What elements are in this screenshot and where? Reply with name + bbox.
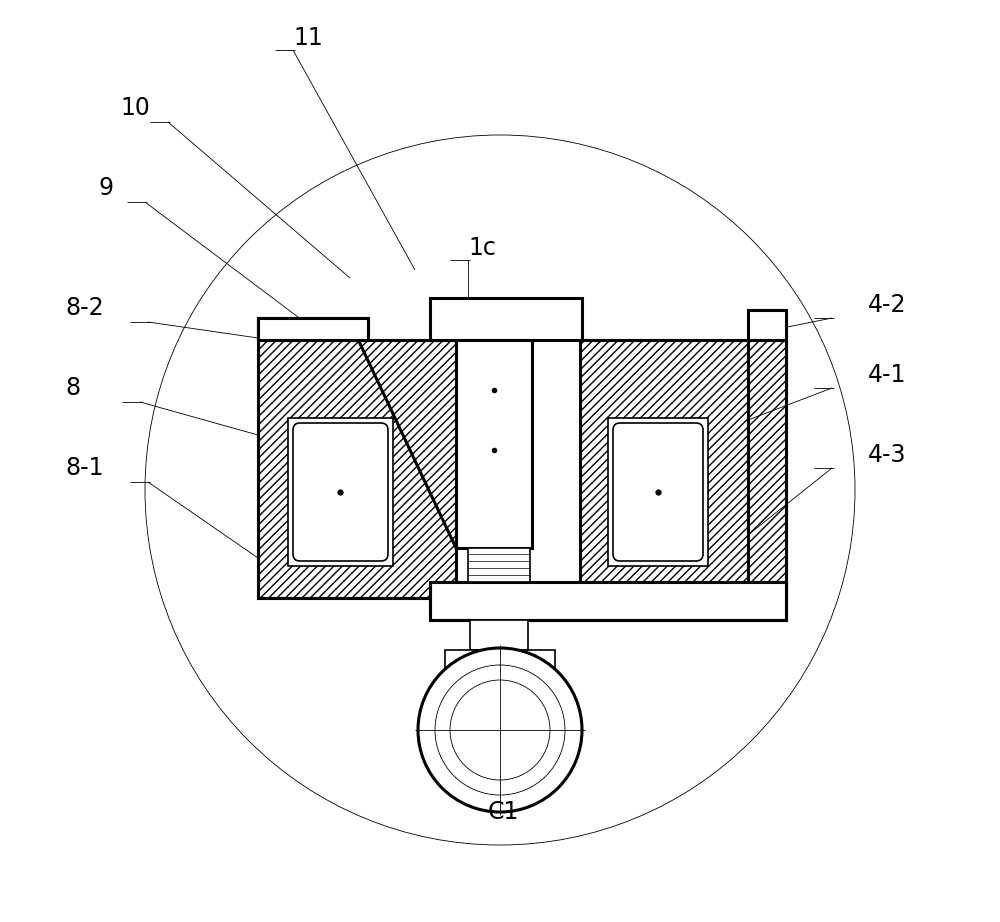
Bar: [532, 298, 582, 340]
Bar: [430, 582, 786, 620]
Text: 8: 8: [65, 376, 80, 400]
Text: 8-2: 8-2: [65, 296, 104, 320]
FancyBboxPatch shape: [293, 423, 388, 561]
Text: 9: 9: [98, 176, 113, 200]
Text: 1c: 1c: [468, 236, 496, 260]
Bar: [430, 298, 490, 340]
Text: C1: C1: [488, 800, 519, 824]
Bar: [608, 418, 708, 566]
Text: 4-2: 4-2: [868, 293, 906, 317]
FancyBboxPatch shape: [613, 423, 703, 561]
Bar: [470, 620, 528, 650]
Bar: [288, 418, 393, 566]
Text: 4-1: 4-1: [868, 363, 906, 387]
Bar: [430, 298, 582, 340]
Bar: [456, 340, 532, 548]
Bar: [748, 340, 786, 598]
Bar: [258, 318, 368, 340]
Text: 11: 11: [293, 26, 323, 50]
Circle shape: [418, 648, 582, 812]
Bar: [580, 340, 748, 598]
Bar: [445, 650, 555, 702]
Bar: [748, 310, 786, 340]
Text: 4-3: 4-3: [868, 443, 906, 467]
Bar: [468, 548, 530, 582]
Bar: [258, 340, 456, 598]
Text: 8-1: 8-1: [65, 456, 104, 480]
Text: 10: 10: [120, 96, 150, 120]
